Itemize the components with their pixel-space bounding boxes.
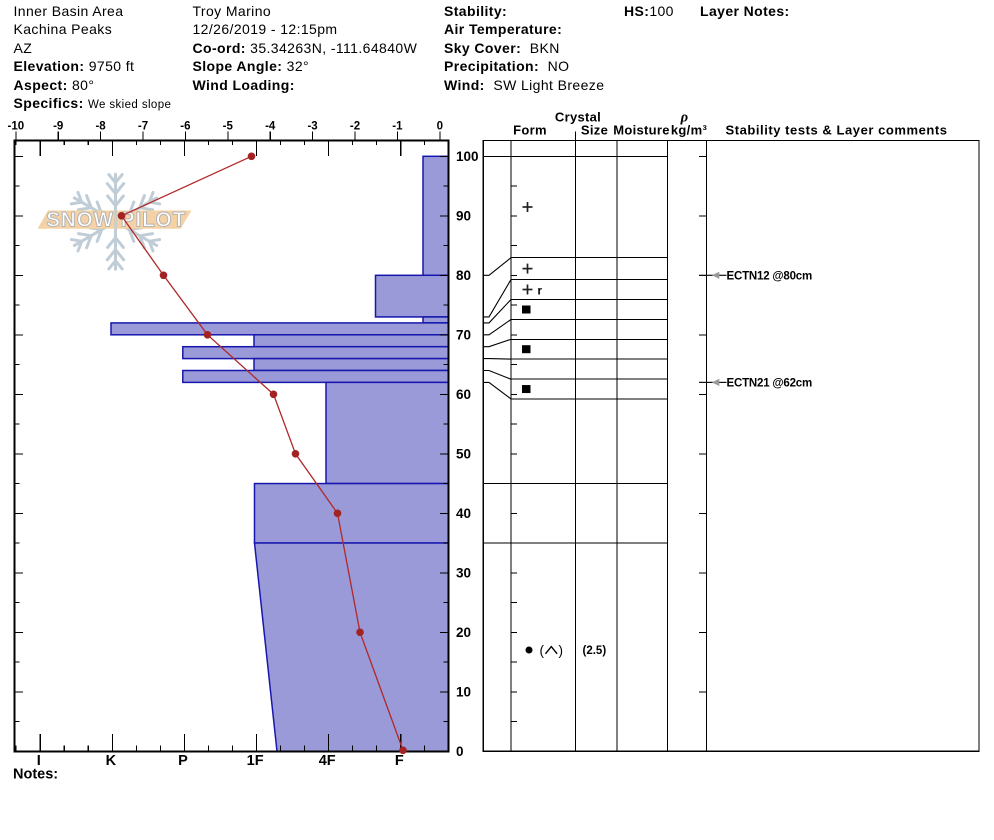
svg-text:Stability tests & Layer commen: Stability tests & Layer comments [726, 123, 948, 138]
svg-text:80: 80 [456, 268, 471, 283]
svg-text:90: 90 [456, 209, 471, 224]
svg-text:I: I [37, 753, 41, 769]
svg-text:20: 20 [456, 625, 471, 640]
svg-text:-4: -4 [265, 121, 276, 133]
svg-text:1F: 1F [247, 753, 264, 769]
svg-text:30: 30 [456, 566, 471, 581]
svg-text:-8: -8 [95, 121, 106, 133]
svg-text:-7: -7 [138, 121, 148, 133]
svg-text:Size: Size [581, 123, 608, 138]
svg-text:Form: Form [513, 123, 547, 138]
svg-text:4F: 4F [319, 753, 336, 769]
svg-text:ECTN21 @62cm: ECTN21 @62cm [727, 378, 813, 390]
svg-text:-1: -1 [392, 121, 403, 133]
svg-text:50: 50 [456, 447, 471, 462]
svg-text:-10: -10 [7, 121, 24, 133]
svg-text:r: r [538, 286, 543, 298]
svg-text:-6: -6 [180, 121, 190, 133]
svg-text:Crystal: Crystal [555, 110, 601, 125]
svg-text:P: P [178, 753, 188, 769]
svg-text:F: F [395, 753, 404, 769]
svg-text:40: 40 [456, 506, 471, 521]
svg-text:10: 10 [456, 685, 471, 700]
svg-text:70: 70 [456, 328, 471, 343]
svg-text:K: K [106, 753, 117, 769]
svg-text:0: 0 [437, 121, 443, 133]
svg-text:0: 0 [456, 744, 464, 759]
svg-text:kg/m³: kg/m³ [671, 123, 708, 138]
svg-text:ECTN12 @80cm: ECTN12 @80cm [727, 271, 813, 283]
svg-text:60: 60 [456, 387, 471, 402]
svg-text:-2: -2 [350, 121, 360, 133]
svg-text:100: 100 [456, 149, 479, 164]
svg-text:-5: -5 [223, 121, 234, 133]
svg-text:ρ: ρ [680, 110, 689, 126]
svg-text:Notes:: Notes: [13, 767, 58, 783]
svg-text:-9: -9 [53, 121, 63, 133]
svg-text:(2.5): (2.5) [583, 645, 607, 657]
svg-text:SNOW PILOT: SNOW PILOT [46, 208, 186, 231]
svg-text:): ) [559, 643, 564, 658]
svg-text:-3: -3 [307, 121, 317, 133]
svg-text:(: ( [540, 643, 545, 658]
svg-text:Moisture: Moisture [613, 123, 670, 138]
